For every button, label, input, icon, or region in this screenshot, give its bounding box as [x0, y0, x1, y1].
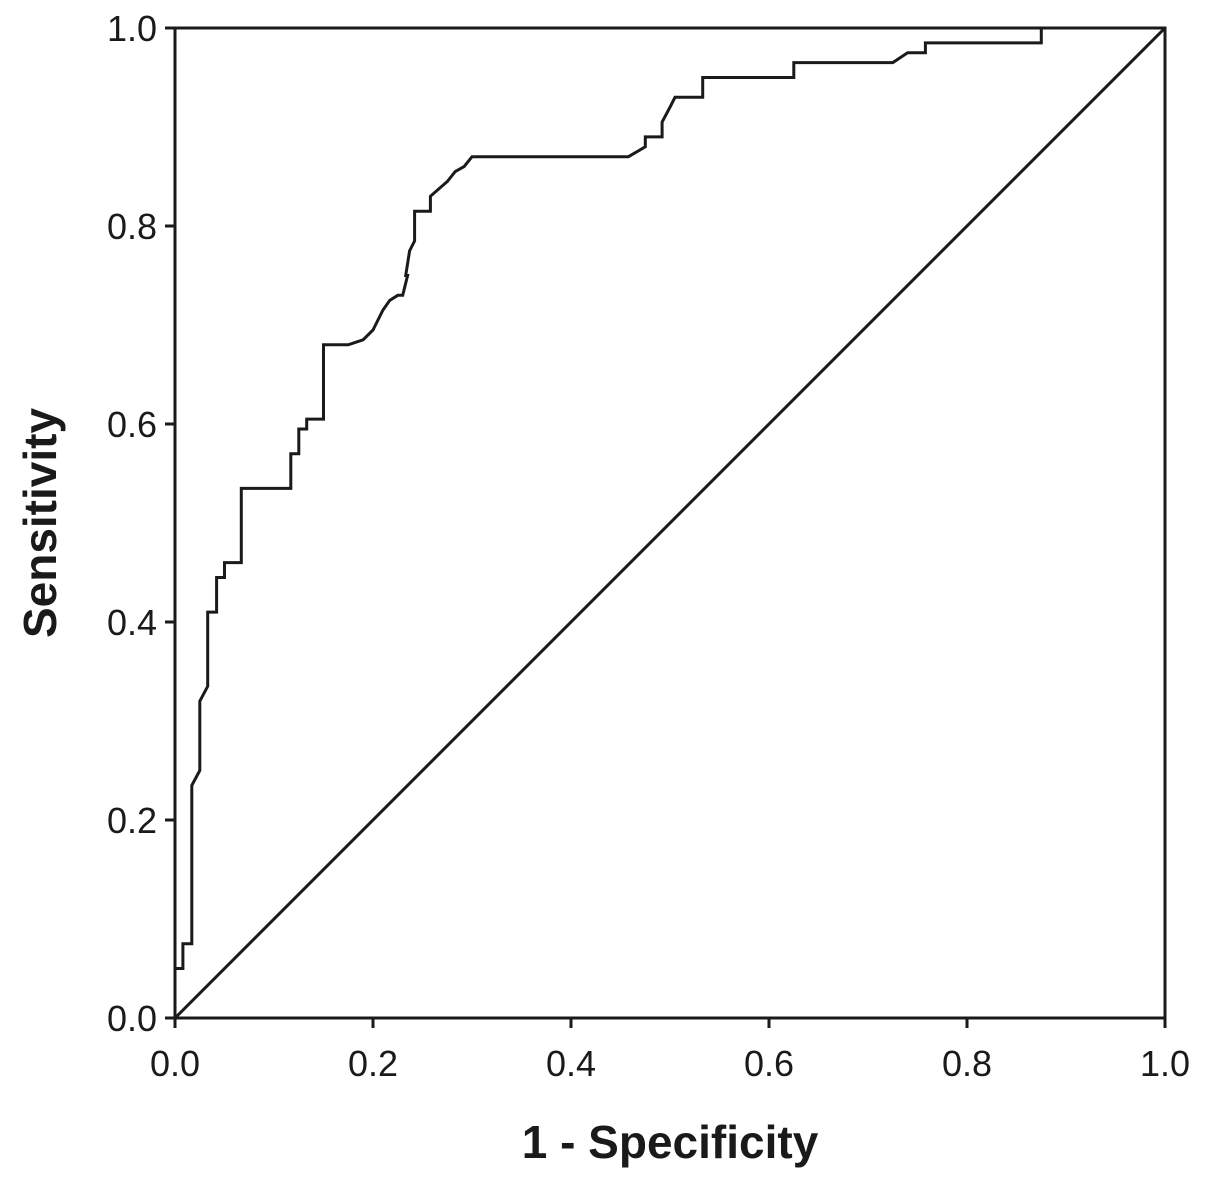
series-layer	[173, 26, 1167, 1020]
x-axis: 0.0 0.2 0.4 0.6 0.8 1.0	[150, 1018, 1190, 1084]
x-tick-label: 0.6	[744, 1043, 794, 1084]
y-tick-label: 0.0	[107, 998, 157, 1039]
reference-diagonal-line	[173, 26, 1167, 1020]
y-tick-label: 0.4	[107, 602, 157, 643]
x-tick-label: 0.8	[942, 1043, 992, 1084]
x-tick-label: 0.4	[546, 1043, 596, 1084]
x-tick-label: 0.2	[348, 1043, 398, 1084]
x-tick-label: 1.0	[1140, 1043, 1190, 1084]
roc-curve-line	[173, 26, 1165, 1018]
plot-area	[173, 26, 1167, 1020]
x-axis-title: 1 - Specificity	[522, 1116, 819, 1168]
plot-frame	[173, 26, 1167, 1020]
y-tick-label: 0.8	[107, 206, 157, 247]
y-axis-title: Sensitivity	[14, 408, 66, 639]
y-tick-label: 0.2	[107, 800, 157, 841]
y-tick-label: 1.0	[107, 8, 157, 49]
y-tick-label: 0.6	[107, 404, 157, 445]
y-axis: 0.0 0.2 0.4 0.6 0.8 1.0	[107, 8, 175, 1039]
x-tick-label: 0.0	[150, 1043, 200, 1084]
